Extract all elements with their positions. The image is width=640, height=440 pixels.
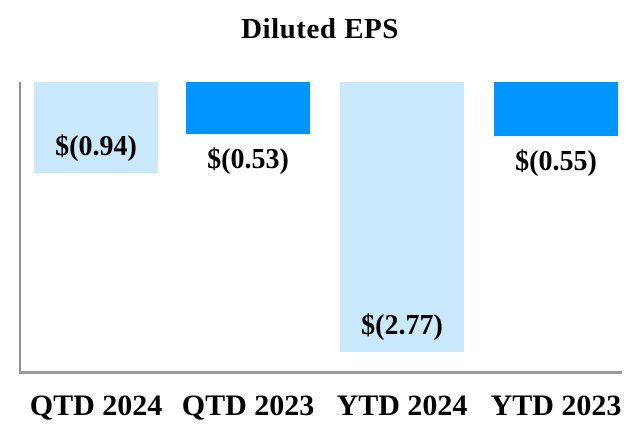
x-tick-label-ytd-2023: YTD 2023 <box>490 389 622 422</box>
x-tick-label-ytd-2024: YTD 2024 <box>336 389 468 422</box>
bar-ytd-2024 <box>340 82 464 352</box>
data-label-qtd-2024: $(0.94) <box>55 131 137 163</box>
x-axis-line <box>19 371 622 374</box>
data-label-ytd-2024: $(2.77) <box>361 309 443 341</box>
bar-qtd-2023 <box>186 82 310 134</box>
x-tick-label-qtd-2024: QTD 2024 <box>29 389 163 422</box>
bar-ytd-2023 <box>494 82 618 136</box>
y-axis-line <box>19 82 21 373</box>
data-label-qtd-2023: $(0.53) <box>207 144 289 176</box>
bar-qtd-2024 <box>34 82 158 174</box>
chart-title: Diluted EPS <box>241 13 399 45</box>
data-label-ytd-2023: $(0.55) <box>515 146 597 177</box>
x-tick-label-qtd-2023: QTD 2023 <box>181 389 315 422</box>
